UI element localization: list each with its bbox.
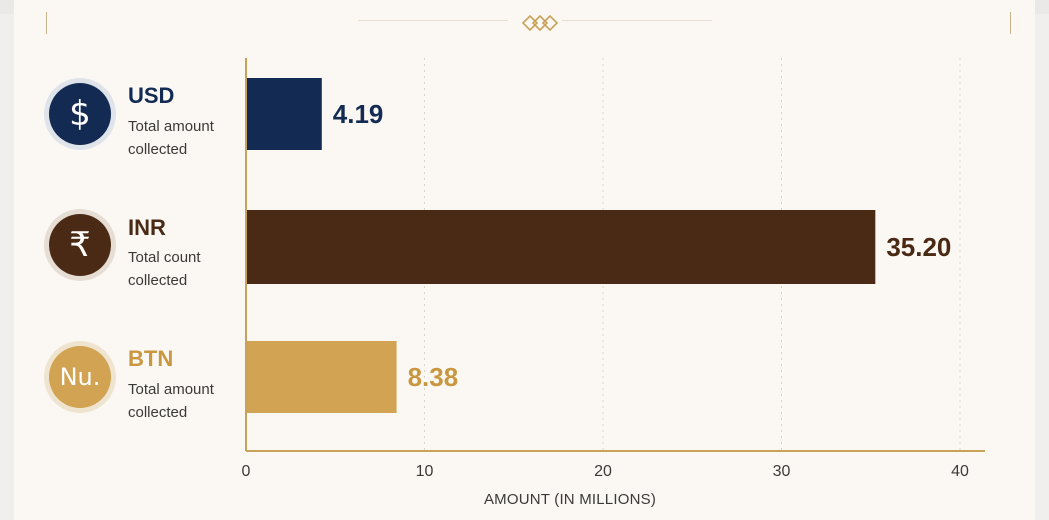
inr-label-line2: collected — [128, 272, 188, 289]
ngultrum-symbol: Nu. — [59, 363, 101, 391]
x-tick-label: 0 — [242, 463, 251, 480]
usd-label-line1: Total amount — [128, 118, 214, 135]
top-rule-left — [358, 20, 508, 21]
bar-usd — [247, 78, 322, 150]
currency-code-inr: INR — [128, 215, 166, 240]
rupee-icon: ₹ — [49, 214, 111, 276]
bar-btn — [247, 341, 397, 413]
btn-label-line1: Total amount — [128, 381, 214, 398]
x-tick-label: 40 — [951, 463, 969, 480]
currency-code-usd: USD — [128, 83, 175, 108]
currency-code-btn: BTN — [128, 346, 174, 371]
dollar-symbol: $ — [69, 94, 91, 134]
value-label-usd: 4.19 — [333, 99, 384, 129]
corner-mark-left — [46, 12, 47, 34]
value-label-inr: 35.20 — [886, 232, 951, 262]
dollar-icon: $ — [49, 83, 111, 145]
rupee-symbol: ₹ — [69, 225, 91, 265]
x-axis-title: AMOUNT (IN MILLIONS) — [483, 491, 657, 508]
btn-label-line2: collected — [128, 404, 188, 421]
ornament-icon — [521, 14, 559, 32]
x-tick-label: 20 — [594, 463, 612, 480]
bar-inr — [247, 210, 876, 284]
value-label-btn: 8.38 — [408, 362, 459, 392]
usd-label-line2: collected — [128, 141, 188, 158]
x-tick-label: 10 — [416, 463, 434, 480]
ngultrum-icon: Nu. — [49, 346, 111, 408]
x-tick-label: 30 — [773, 463, 791, 480]
corner-mark-right — [1010, 12, 1011, 34]
top-rule-right — [562, 20, 712, 21]
inr-label-line1: Total count — [128, 249, 201, 266]
